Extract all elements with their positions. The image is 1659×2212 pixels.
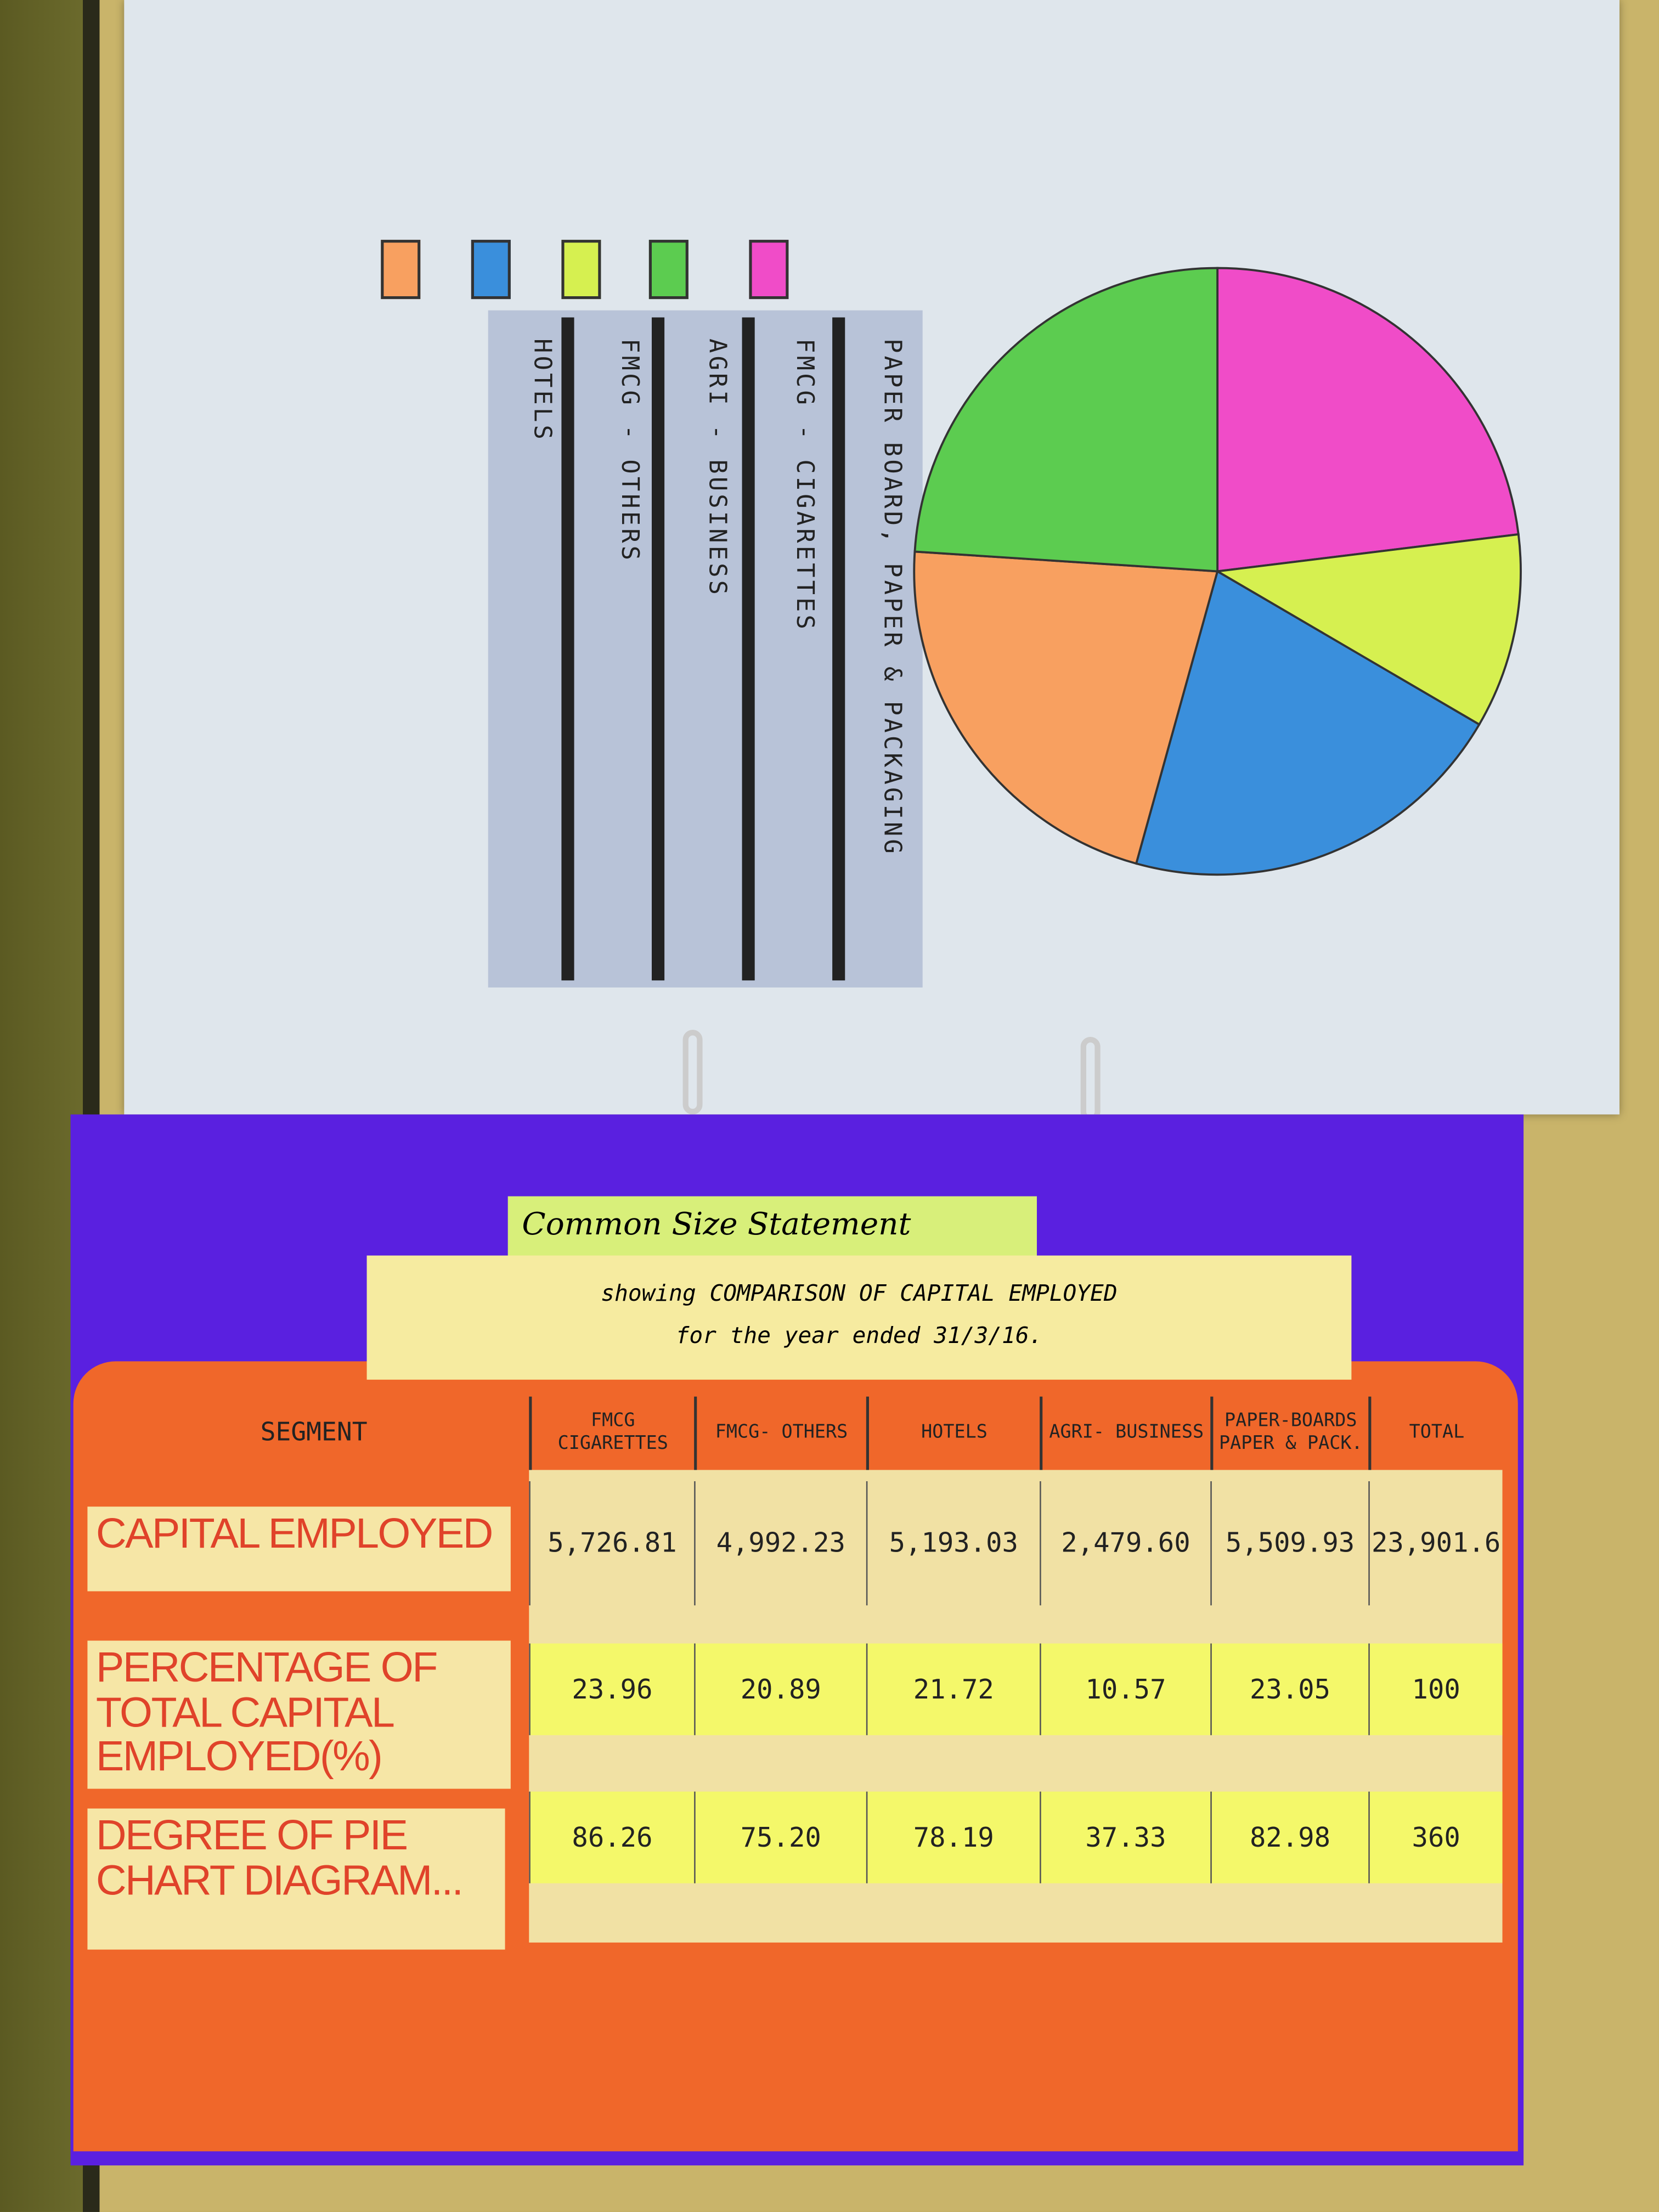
statement-title: Common Size Statement <box>507 1196 1037 1264</box>
table-cell: 82.98 <box>1210 1791 1369 1883</box>
column-header: TOTAL <box>1368 1396 1502 1470</box>
row-label: CAPITAL EMPLOYED <box>87 1506 511 1592</box>
legend-swatch <box>471 240 511 300</box>
table-cell: 360 <box>1368 1791 1503 1883</box>
table-cell: 78.19 <box>866 1791 1040 1883</box>
table-cell: 10.57 <box>1040 1643 1211 1735</box>
legend-swatch <box>561 240 601 300</box>
row-label: PERCENTAGE OF TOTAL CAPITAL EMPLOYED(%) <box>87 1640 511 1789</box>
legend-divider <box>832 317 845 981</box>
legend-label: AGRI - BUSINESS <box>702 338 731 598</box>
column-header: FMCG- OTHERS <box>694 1396 866 1470</box>
column-header: AGRI- BUSINESS <box>1040 1396 1210 1470</box>
binder-ring <box>1080 1036 1101 1122</box>
pie-chart <box>913 267 1522 876</box>
table-cell: 5,726.81 <box>529 1481 694 1606</box>
column-header: HOTELS <box>866 1396 1040 1470</box>
table-cell: 37.33 <box>1040 1791 1211 1883</box>
header-segment: SEGMENT <box>260 1418 368 1448</box>
pie-slice <box>1214 533 1522 726</box>
table-cell: 21.72 <box>866 1643 1040 1735</box>
table-cell: 23.96 <box>529 1643 695 1735</box>
row-label: DEGREE OF PIE CHART DIAGRAM... <box>87 1808 505 1950</box>
table-cell: 5,193.03 <box>866 1481 1040 1606</box>
legend-divider <box>742 317 755 981</box>
table-cell: 4,992.23 <box>694 1481 866 1606</box>
binder-ring <box>682 1030 703 1115</box>
table-cell: 2,479.60 <box>1040 1481 1210 1606</box>
legend-divider <box>651 317 665 981</box>
table-cell: 5,509.93 <box>1210 1481 1368 1606</box>
table-cell: 23,901.6 <box>1368 1481 1502 1606</box>
table-cell: 75.20 <box>694 1791 866 1883</box>
table-cell: 100 <box>1368 1643 1503 1735</box>
pie-slice <box>1216 267 1520 573</box>
legend-swatch <box>648 240 689 300</box>
legend: HOTELS FMCG - OTHERS AGRI - BUSINESS FMCG -… <box>488 310 923 988</box>
subtitle-line-2: for the year ended 31/3/16. <box>675 1322 1043 1349</box>
legend-swatch <box>749 240 789 300</box>
legend-label: FMCG - CIGARETTES <box>789 338 819 632</box>
statement-subtitle: showing COMPARISON OF CAPITAL EMPLOYED f… <box>366 1255 1352 1380</box>
legend-divider <box>561 317 574 981</box>
column-header: PAPER-BOARDS PAPER & PACK. <box>1210 1396 1368 1470</box>
subtitle-line-1: showing COMPARISON OF CAPITAL EMPLOYED <box>601 1279 1118 1307</box>
legend-label: HOTELS <box>527 338 556 442</box>
column-header: FMCG CIGARETTES <box>529 1396 694 1470</box>
table-cell: 23.05 <box>1210 1643 1369 1735</box>
table-cell: 20.89 <box>694 1643 866 1735</box>
legend-label: FMCG - OTHERS <box>615 338 644 563</box>
pie-slice <box>913 550 1219 865</box>
pie-slice <box>913 267 1219 573</box>
chart-page: HOTELS FMCG - OTHERS AGRI - BUSINESS FMCG -… <box>124 0 1620 1122</box>
legend-swatch <box>381 240 421 300</box>
table-cell: 86.26 <box>529 1791 695 1883</box>
pie-slice <box>1135 569 1481 876</box>
